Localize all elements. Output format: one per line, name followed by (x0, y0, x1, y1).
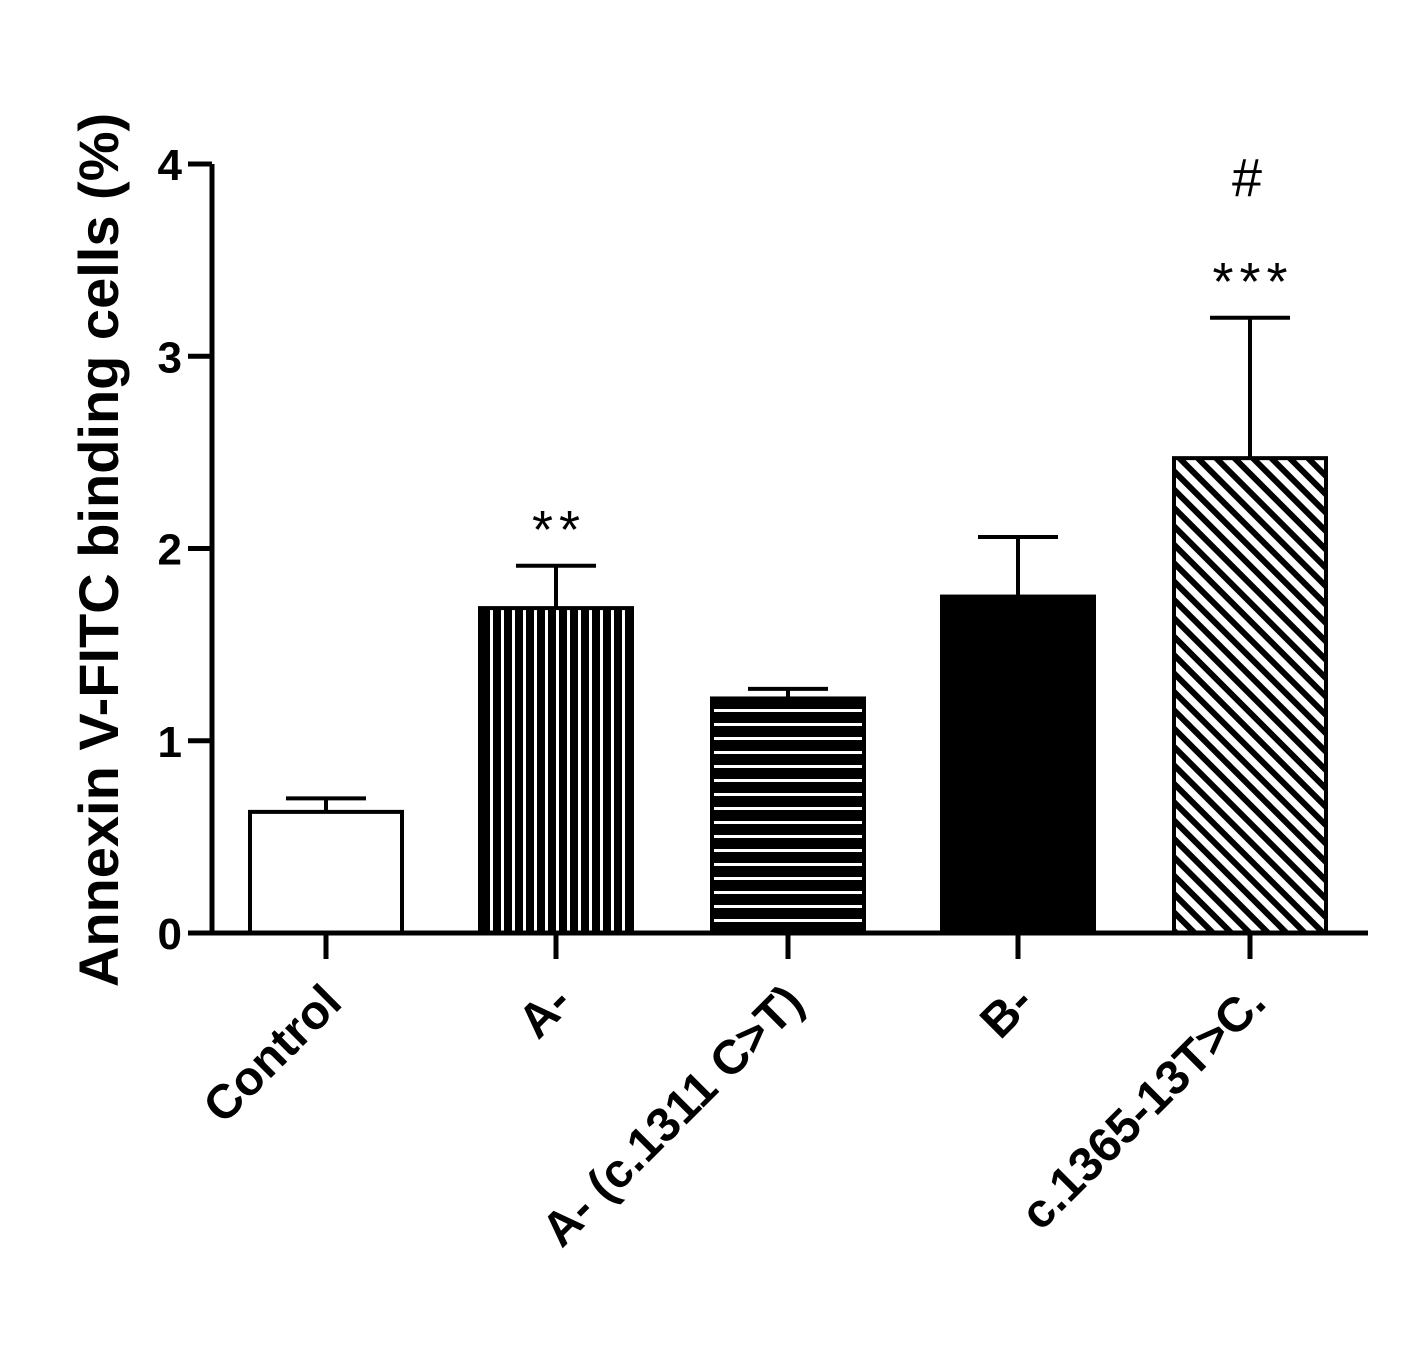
significance-label-top-4: # (1232, 148, 1268, 208)
y-tick-label-2: 2 (158, 526, 182, 575)
plot-area: *****# (248, 148, 1328, 936)
bar-2 (710, 696, 866, 936)
y-tick-label-4: 4 (158, 141, 183, 190)
x-axis: Control A-A- (c.1311 C>T) B-c.1365-13T>C. (194, 930, 1368, 1257)
significance-label-4: *** (1212, 252, 1293, 312)
x-tick-label-0: Control (194, 975, 352, 1133)
significance-label-1: ** (532, 500, 586, 560)
y-axis: 0 1 2 3 4 (158, 141, 215, 959)
y-axis-title: Annexin V-FITC binding cells (%) (67, 113, 130, 987)
x-tick-label-3: B- (970, 975, 1043, 1048)
x-tick-label-4: c.1365-13T>C. (1011, 975, 1276, 1240)
bar-1 (478, 606, 634, 935)
y-tick-label-1: 1 (158, 718, 182, 767)
bar-4 (1172, 456, 1328, 935)
x-tick-label-1: A- (508, 975, 581, 1048)
y-tick-label-0: 0 (158, 910, 182, 959)
bar-3 (940, 594, 1096, 935)
y-tick-label-3: 3 (158, 333, 182, 382)
bar-0 (248, 809, 404, 936)
